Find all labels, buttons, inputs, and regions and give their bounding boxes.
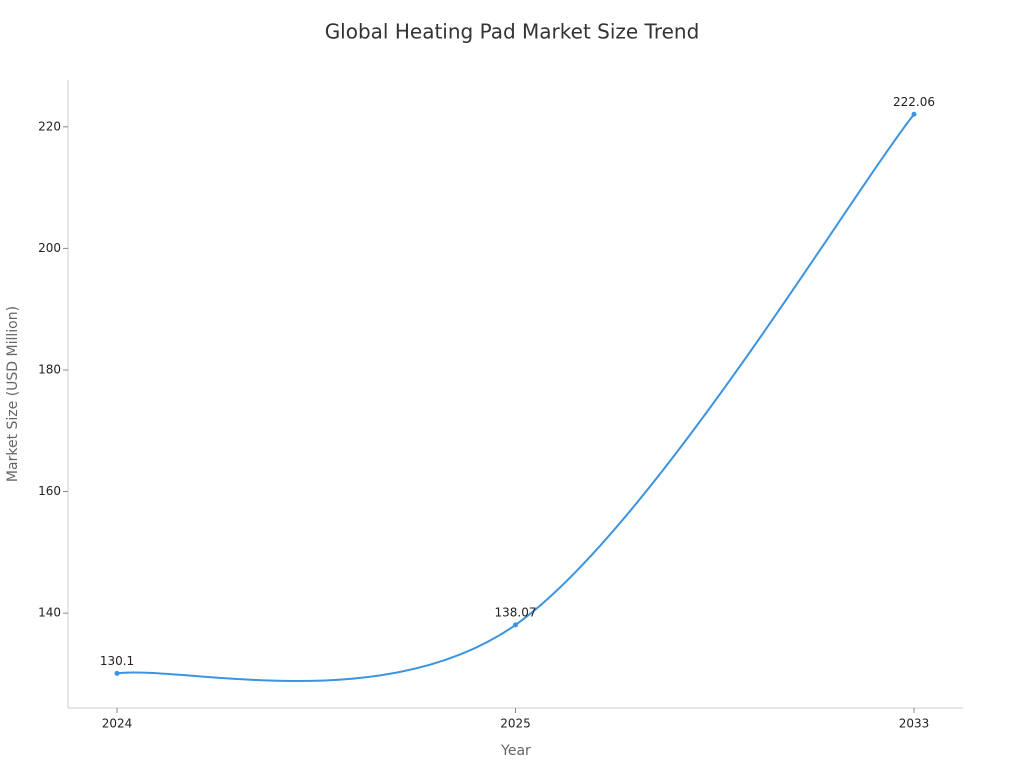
y-axis-title: Market Size (USD Million) — [5, 306, 21, 482]
x-axis-title: Year — [500, 743, 531, 759]
y-tick-label: 200 — [38, 241, 61, 255]
y-tick-label: 180 — [38, 362, 61, 376]
x-tick-label: 2033 — [899, 717, 930, 731]
point — [911, 111, 917, 117]
y-tick-label: 140 — [38, 606, 61, 620]
data-label: 130.1 — [100, 654, 134, 668]
point — [114, 670, 120, 676]
y-tick-label: 160 — [38, 484, 61, 498]
point — [513, 622, 518, 628]
data-label: 222.06 — [893, 95, 935, 109]
line — [116, 113, 915, 683]
data-label: 138.07 — [495, 605, 537, 619]
x-tick-label: 2025 — [500, 717, 531, 731]
chart-title: Global Heating Pad Market Size Trend — [325, 20, 700, 44]
y-tick-label: 220 — [38, 119, 61, 133]
x-tick-label: 2024 — [102, 717, 133, 731]
